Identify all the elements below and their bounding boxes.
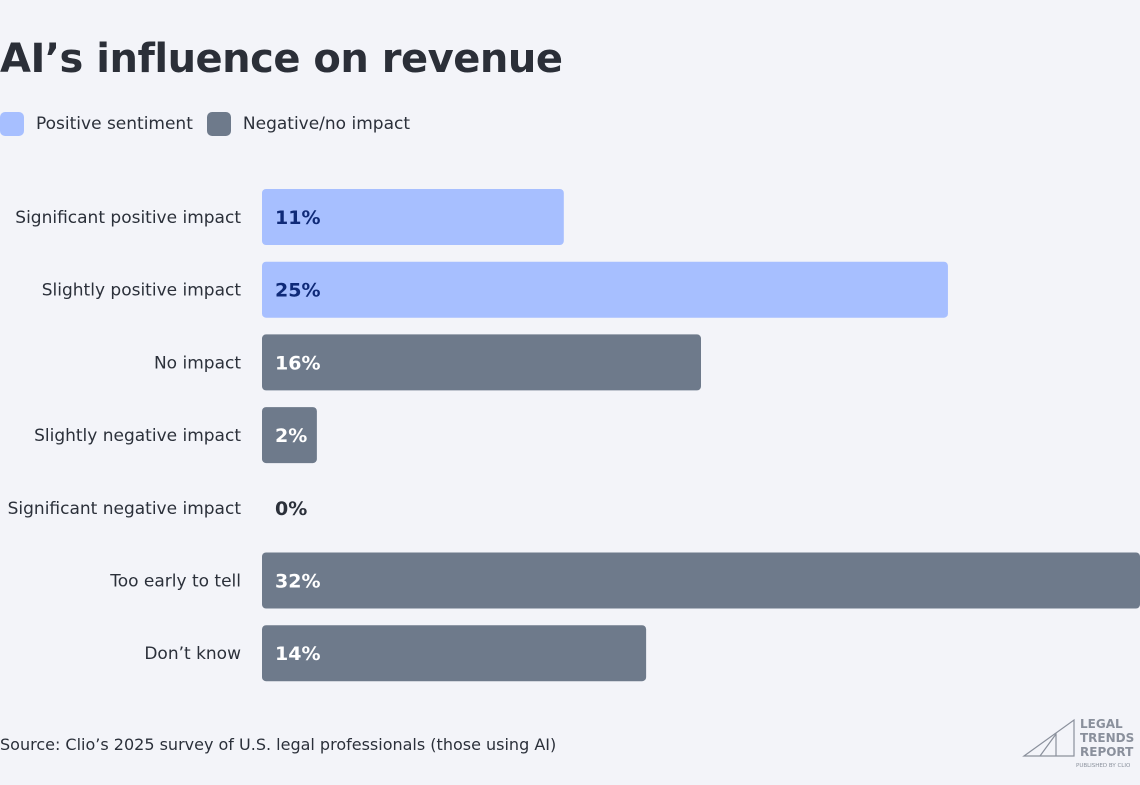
legend-item-positive: Positive sentiment: [0, 112, 193, 136]
value-label: 14%: [275, 643, 320, 665]
value-label: 0%: [275, 498, 307, 520]
legend-swatch-negative: [206, 112, 231, 136]
legal-trends-report-logo: LEGAL TRENDS REPORT PUBLISHED BY CLIO: [1022, 717, 1134, 769]
value-label: 32%: [275, 571, 320, 593]
svg-text:LEGAL: LEGAL: [1080, 717, 1123, 731]
category-label: Significant negative impact: [8, 499, 242, 519]
category-label: Don’t know: [144, 644, 241, 664]
value-label: 11%: [275, 207, 320, 229]
value-label: 16%: [275, 352, 320, 374]
category-label: Slightly positive impact: [42, 281, 242, 301]
source-note: Source: Clio’s 2025 survey of U.S. legal…: [0, 735, 557, 754]
bar-3: [262, 407, 317, 464]
value-label: 25%: [275, 280, 320, 302]
category-label: Significant positive impact: [15, 208, 241, 228]
category-label: No impact: [154, 353, 241, 373]
legend: Positive sentiment Negative/no impact: [0, 112, 424, 136]
chart-title: AI’s influence on revenue: [0, 36, 563, 82]
legend-label-positive: Positive sentiment: [36, 114, 193, 134]
category-label: Slightly negative impact: [34, 426, 241, 446]
legend-label-negative: Negative/no impact: [242, 114, 410, 134]
value-label: 2%: [275, 425, 307, 447]
svg-text:PUBLISHED BY CLIO: PUBLISHED BY CLIO: [1076, 763, 1131, 769]
bar-1: [262, 261, 948, 318]
category-label: Too early to tell: [109, 572, 241, 592]
svg-text:TRENDS: TRENDS: [1080, 731, 1134, 745]
legend-swatch-positive: [0, 112, 24, 136]
bar-6: [262, 625, 647, 682]
bar-2: [262, 334, 701, 391]
svg-text:REPORT: REPORT: [1080, 745, 1134, 759]
bar-0: [262, 189, 564, 245]
bar-5: [262, 552, 1140, 609]
legend-item-negative: Negative/no impact: [206, 112, 410, 136]
bar-chart: Significant positive impact 11% Slightly p…: [8, 189, 1140, 682]
